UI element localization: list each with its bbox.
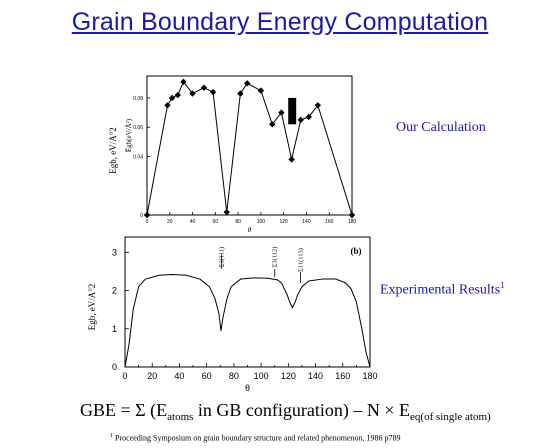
annotation-label: Σ3(111) (219, 247, 226, 268)
x-tick-label: 0 (122, 371, 127, 381)
x-tick-label: 120 (279, 219, 288, 225)
y-axis-label-outer: Egb, eV/A°2 (108, 127, 118, 174)
x-tick-label: 80 (235, 219, 241, 225)
panel-label: (b) (351, 246, 362, 256)
x-tick-label: 20 (147, 371, 157, 381)
calculation-label: Our Calculation (396, 120, 486, 135)
x-axis-label: θ (248, 226, 252, 234)
y-tick-label: 3 (112, 247, 117, 257)
x-tick-label: 180 (362, 371, 377, 381)
x-tick-label: 60 (213, 219, 219, 225)
data-point (189, 90, 196, 97)
y-tick-label: 0 (140, 213, 143, 219)
y-axis-label-inner: E̅gb(eV/Å²) (125, 118, 133, 152)
data-point (314, 102, 322, 109)
data-point (168, 94, 176, 102)
data-point (237, 90, 244, 97)
x-tick-label: 100 (254, 371, 269, 381)
x-tick-label: 120 (281, 371, 296, 381)
data-point (180, 78, 187, 86)
footnote-text: Proceeding Symposium on grain boundary s… (113, 433, 401, 443)
x-axis-label: θ (245, 383, 250, 393)
formula-eq-sub: eq(of single atom) (410, 411, 491, 423)
x-tick-label: 140 (302, 219, 311, 225)
y-tick-label: 2 (112, 286, 117, 296)
plot-frame (146, 75, 353, 216)
data-point (223, 208, 230, 216)
formula-atoms-sub: atoms (167, 411, 194, 423)
y-axis-label: Egb, eV/A°2 (87, 284, 97, 331)
data-point (278, 109, 285, 116)
data-point (200, 84, 208, 91)
x-tick-label: 140 (308, 371, 323, 381)
data-point (174, 91, 181, 99)
formula-lhs: GBE = Σ (E (80, 400, 168, 420)
y-tick-label: 0.04 (133, 154, 143, 160)
data-point (288, 156, 295, 163)
x-tick-label: 100 (257, 219, 266, 225)
data-point (143, 211, 151, 219)
x-tick-label: 160 (335, 371, 350, 381)
x-tick-label: 160 (325, 219, 334, 225)
page-title: Grain Boundary Energy Computation (71, 8, 489, 36)
annotation-rectangle (288, 97, 297, 125)
footnote-sup: 1 (110, 433, 113, 439)
data-point (244, 80, 251, 87)
x-tick-label: 20 (167, 219, 173, 225)
data-point (297, 116, 304, 124)
x-tick-label: 0 (146, 219, 149, 225)
x-tick-label: 60 (202, 371, 212, 381)
annotation-label: Σ3(112) (272, 247, 279, 268)
plot-frame (124, 236, 371, 368)
footnote: 1 Proceeding Symposium on grain boundary… (110, 433, 401, 443)
experimental-label: Experimental Results1 (380, 280, 505, 299)
experimental-label-sup: 1 (500, 280, 505, 290)
y-tick-label: 1 (112, 324, 117, 334)
y-tick-label: 0 (112, 362, 117, 372)
experimental-label-text: Experimental Results (380, 282, 501, 298)
data-point (348, 211, 356, 219)
gbe-formula: GBE = Σ (Eatoms in GB configuration) – N… (80, 400, 491, 423)
formula-mid: in GB configuration) – N × E (193, 400, 411, 420)
annotation-label: Σ11(113) (298, 248, 305, 272)
data-point (209, 88, 217, 96)
x-tick-label: 40 (190, 219, 196, 225)
data-point (269, 121, 276, 128)
y-tick-label: 0.08 (133, 96, 143, 102)
data-point (164, 102, 171, 109)
x-tick-label: 40 (174, 371, 184, 381)
x-tick-label: 80 (229, 371, 239, 381)
y-tick-label: 0.06 (133, 125, 143, 131)
x-tick-label: 180 (348, 219, 357, 225)
data-point (305, 113, 312, 121)
series-line (124, 273, 371, 368)
data-point (257, 87, 265, 94)
